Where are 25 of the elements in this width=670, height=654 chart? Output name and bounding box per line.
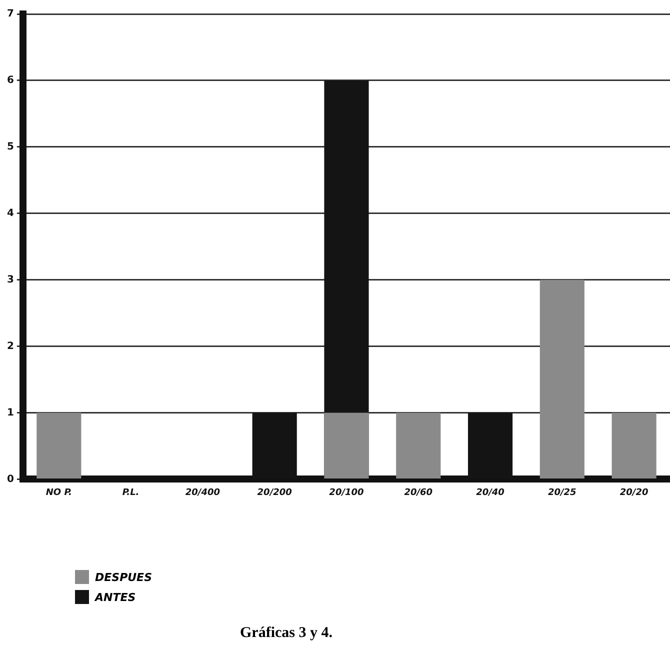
y-tick-label: 4 xyxy=(6,208,14,219)
x-tick-label: 20/20 xyxy=(620,488,648,498)
y-tick-label: 5 xyxy=(6,142,14,153)
bar xyxy=(612,412,656,478)
bar xyxy=(36,412,82,478)
x-tick-label: 20/40 xyxy=(476,488,504,498)
x-tick-label: NO P. xyxy=(46,488,72,498)
x-tick-label: 20/60 xyxy=(404,488,433,498)
text: Gráficas 3 y 4. xyxy=(240,625,332,642)
x-tick-label: 20/200 xyxy=(257,488,292,498)
x-tick-label: 20/25 xyxy=(548,488,576,498)
legend-label: DESPUES xyxy=(95,570,152,584)
y-tick-label: 7 xyxy=(6,8,14,20)
y-tick-label: 3 xyxy=(6,274,14,286)
y-tick-label: 1 xyxy=(6,407,14,418)
x-tick-label: 20/100 xyxy=(329,488,364,498)
x-tick-label: 20/400 xyxy=(185,488,220,498)
y-tick-label: 6 xyxy=(6,75,14,86)
y-tick-label: 2 xyxy=(6,340,14,352)
bar xyxy=(540,280,584,478)
bar xyxy=(324,412,369,478)
legend-label: ANTES xyxy=(95,590,136,604)
x-tick-label: P.L. xyxy=(122,488,140,498)
y-tick-label: 0 xyxy=(6,474,14,485)
bar xyxy=(396,412,441,478)
